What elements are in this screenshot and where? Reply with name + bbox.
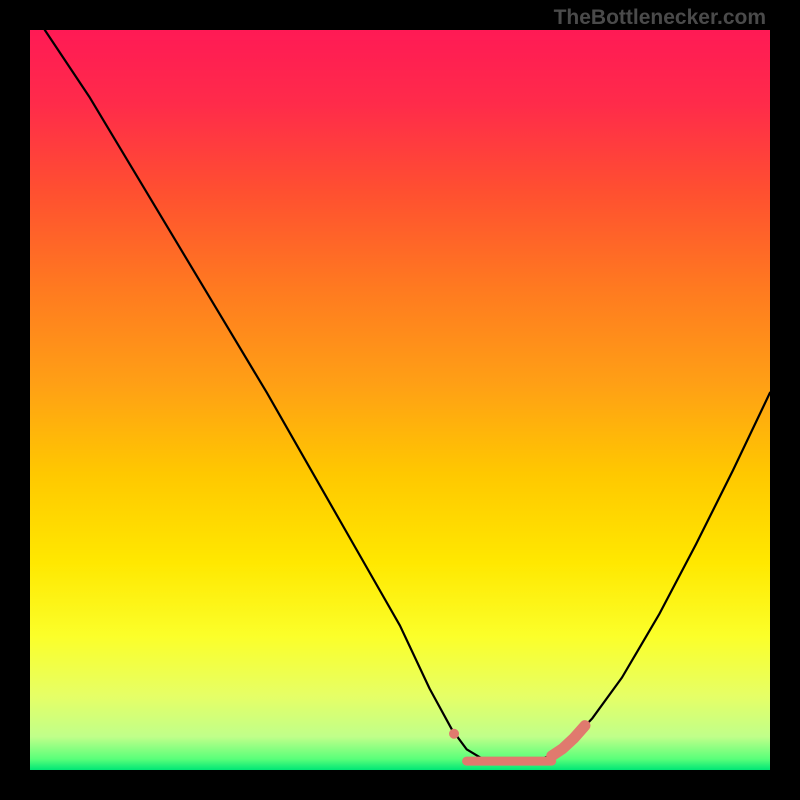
watermark-text: TheBottlenecker.com	[554, 6, 766, 30]
highlight-tail	[552, 726, 585, 756]
main-curve	[45, 30, 770, 763]
chart-frame: TheBottlenecker.com	[0, 0, 800, 800]
curve-layer	[30, 30, 770, 770]
highlight-dot	[449, 729, 459, 739]
plot-area	[30, 30, 770, 770]
